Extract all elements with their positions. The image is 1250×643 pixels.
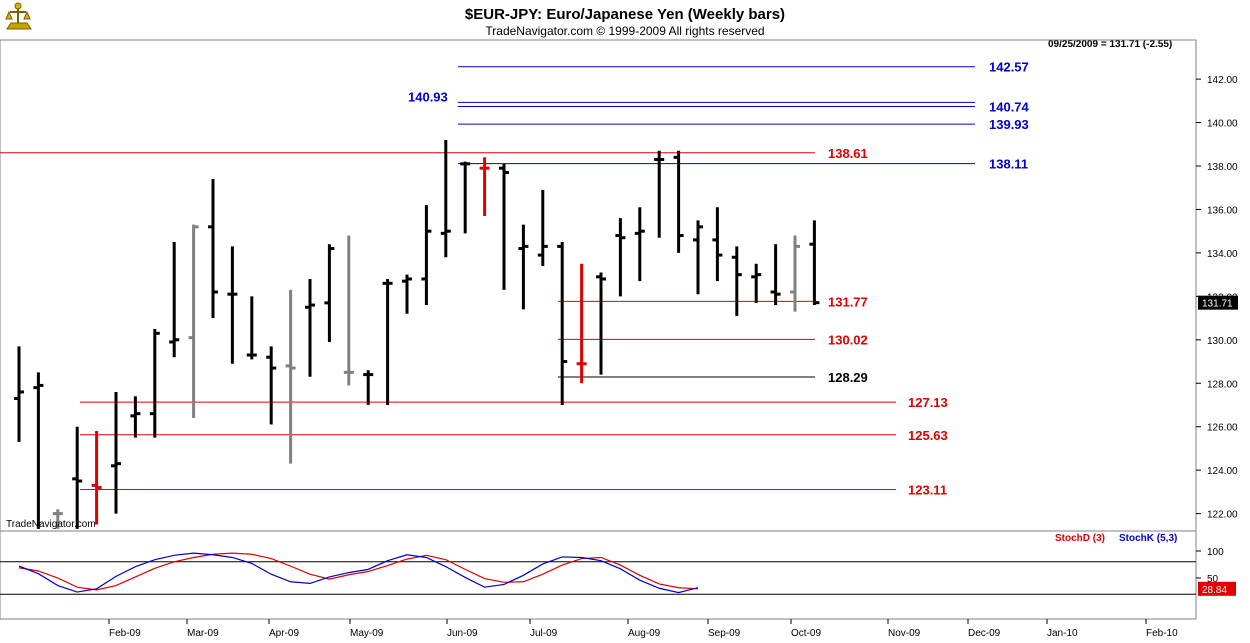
- price-tick-label: 122.00: [1207, 510, 1238, 521]
- ohlc-bar: [14, 346, 24, 442]
- level-label: 139.93: [989, 117, 1029, 132]
- last-price-stamp: 09/25/2009 = 131.71 (-2.55): [1048, 39, 1172, 50]
- time-tick-label: Jul-09: [530, 628, 558, 639]
- level-label: 142.57: [989, 60, 1029, 75]
- price-tick-label: 130.00: [1207, 336, 1238, 347]
- ohlc-bar: [382, 278, 393, 405]
- ohlc-bar: [673, 150, 684, 253]
- stoch-last-box: [1198, 581, 1236, 596]
- ohlc-bar: [305, 278, 315, 377]
- time-tick-label: Feb-09: [109, 628, 141, 639]
- price-tick-label: 124.00: [1207, 466, 1238, 477]
- ohlc-bar: [130, 396, 141, 438]
- chart-title: $EUR-JPY: Euro/Japanese Yen (Weekly bars…: [465, 6, 785, 23]
- ohlc-bar: [421, 205, 432, 306]
- ohlc-bar: [751, 263, 762, 303]
- time-tick-label: Oct-09: [791, 628, 821, 639]
- level-label: 131.77: [828, 294, 868, 309]
- time-tick-label: Jun-09: [447, 628, 478, 639]
- level-label: 138.61: [828, 146, 868, 161]
- time-axis: Feb-09 Mar-09 Apr-09 May-09 Jun-09 Jul-09 Aug-…: [108, 619, 1178, 639]
- time-tick-label: Mar-09: [187, 628, 219, 639]
- ohlc-bar: [712, 207, 723, 282]
- ohlc-bar: [518, 224, 529, 310]
- ohlc-bar: [790, 235, 800, 312]
- stoch-layer: 100 50 StochD (3) StochK (5,3) 28.84: [0, 533, 1236, 596]
- time-tick-label: Dec-09: [968, 628, 1001, 639]
- ohlc-bar: [770, 244, 781, 306]
- ohlc-bar: [460, 161, 471, 234]
- level-label: 128.29: [828, 370, 868, 385]
- level-label: 138.11: [989, 157, 1028, 172]
- ohlc-bar: [557, 242, 568, 405]
- stoch-panel-frame: [0, 530, 1197, 620]
- price-tick-label: 138.00: [1207, 162, 1238, 173]
- ohlc-bar: [809, 220, 820, 306]
- stoch-last-label: 28.84: [1202, 585, 1227, 596]
- stoch-tick-label: 50: [1207, 574, 1219, 585]
- ohlc-bar: [440, 139, 451, 258]
- level-label: 123.11: [908, 483, 947, 498]
- price-axis: 142.00140.00138.00136.00134.00132.00130.…: [1196, 75, 1238, 521]
- time-tick-label: Feb-10: [1146, 628, 1178, 639]
- price-tick-label: 126.00: [1207, 423, 1238, 434]
- ohlc-bar: [402, 274, 412, 314]
- stoch-legend: StochK (5,3): [1119, 533, 1177, 544]
- trade-navigator-logo: [2, 2, 36, 34]
- bars-layer: [14, 139, 820, 529]
- ohlc-bar: [479, 157, 490, 216]
- ohlc-bar: [91, 431, 102, 525]
- ohlc-bar: [363, 370, 374, 405]
- ohlc-bar: [654, 150, 665, 238]
- time-tick-label: Jan-10: [1047, 628, 1078, 639]
- time-tick-label: Nov-09: [888, 628, 921, 639]
- time-tick-label: Aug-09: [628, 628, 661, 639]
- level-label: 140.74: [989, 99, 1030, 114]
- last-price-label: 131.71: [1202, 299, 1233, 310]
- ohlc-bar: [246, 296, 257, 360]
- level-label: 130.02: [828, 332, 868, 347]
- price-tick-label: 128.00: [1207, 379, 1238, 390]
- ohlc-bar: [111, 391, 121, 514]
- price-tick-label: 134.00: [1207, 249, 1238, 260]
- last-price-box: [1198, 295, 1238, 310]
- ohlc-bar: [343, 235, 354, 386]
- price-tick-label: 142.00: [1207, 75, 1238, 86]
- ohlc-bar: [149, 328, 160, 438]
- time-tick-label: Sep-09: [708, 628, 741, 639]
- price-tick-label: 140.00: [1207, 119, 1238, 130]
- price-tick-label: 136.00: [1207, 205, 1238, 216]
- time-tick-label: Apr-09: [269, 628, 299, 639]
- ohlc-bar: [208, 179, 218, 319]
- chart-subtitle: TradeNavigator.com © 1999-2009 All right…: [485, 24, 764, 38]
- ohlc-bar: [324, 244, 335, 342]
- ohlc-bar: [499, 163, 509, 290]
- ohlc-bar: [634, 207, 645, 282]
- stoch-line: [18, 552, 699, 594]
- ohlc-bar: [537, 189, 548, 266]
- ohlc-bar: [285, 289, 296, 464]
- level-label: 127.13: [908, 395, 948, 410]
- ohlc-bar: [52, 509, 63, 529]
- ohlc-bar: [615, 218, 626, 297]
- ohlc-bar: [33, 372, 44, 529]
- levels-layer: 142.57 140.93 140.74 139.93 138.11 138.61 131.…: [0, 60, 1030, 498]
- level-label: 140.93: [408, 89, 448, 104]
- level-label: 125.63: [908, 428, 948, 443]
- ohlc-bar: [576, 263, 587, 384]
- time-tick-label: May-09: [350, 628, 384, 639]
- stoch-legend: StochD (3): [1055, 533, 1105, 544]
- ohlc-bar: [227, 246, 238, 364]
- watermark: TradeNavigator.com: [6, 519, 96, 530]
- ohlc-bar: [596, 272, 606, 375]
- stoch-tick-label: 100: [1207, 547, 1224, 558]
- ohlc-bar: [693, 220, 703, 295]
- ohlc-bar: [72, 426, 83, 529]
- ohlc-bar: [266, 346, 277, 425]
- ohlc-bar: [169, 242, 180, 358]
- ohlc-bar: [188, 224, 199, 419]
- ohlc-bar: [731, 246, 742, 316]
